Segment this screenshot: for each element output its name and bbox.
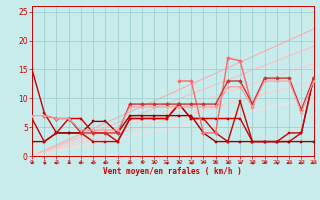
X-axis label: Vent moyen/en rafales ( km/h ): Vent moyen/en rafales ( km/h ) — [103, 167, 242, 176]
